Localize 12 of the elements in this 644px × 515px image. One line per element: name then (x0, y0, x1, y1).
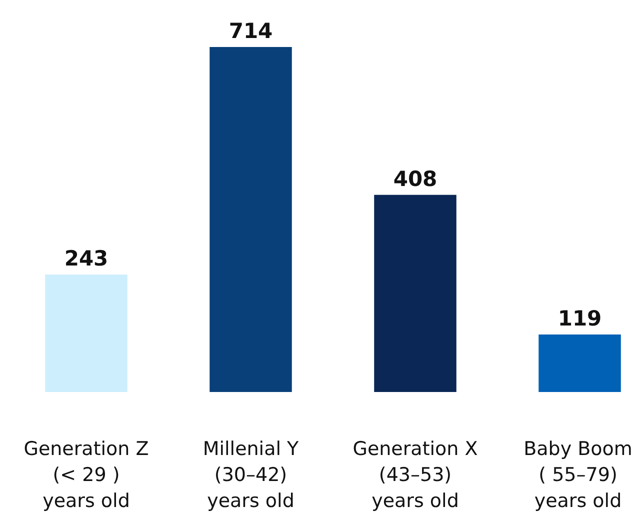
data-label: 119 (558, 306, 602, 330)
data-label: 243 (64, 246, 108, 271)
bar (374, 194, 456, 392)
bar (210, 47, 292, 392)
x-tick-label: Baby Boom ( 55–79) years old (524, 438, 632, 512)
bar (45, 274, 128, 392)
x-tick-label: Generation Z (< 29 ) years old (24, 438, 149, 512)
x-tick-label: Millenial Y (30–42) years old (202, 438, 300, 512)
x-tick-label: Generation X (43–53) years old (352, 438, 478, 512)
bar (538, 334, 621, 392)
data-label: 408 (393, 166, 438, 191)
data-label: 714 (228, 19, 273, 43)
